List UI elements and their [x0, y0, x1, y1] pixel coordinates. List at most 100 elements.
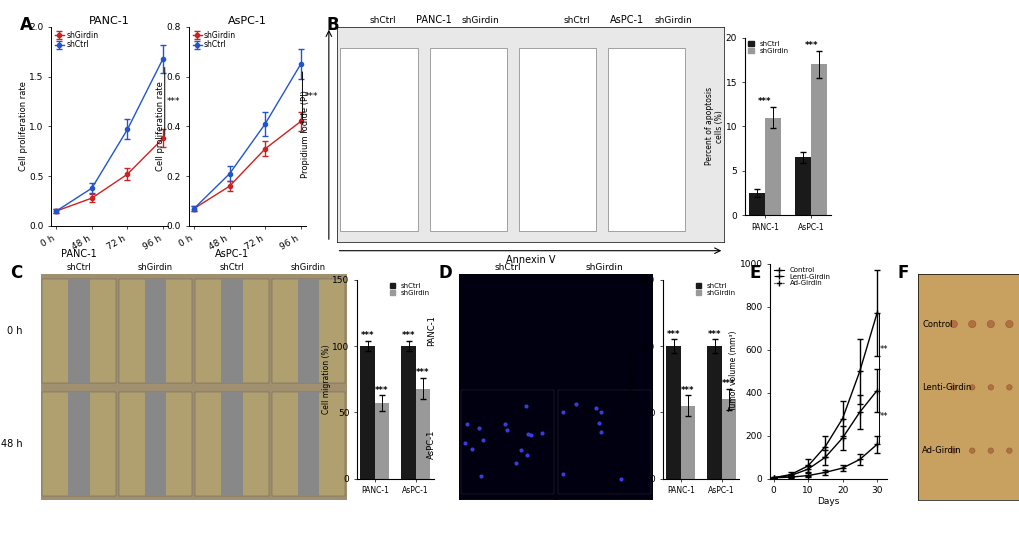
Text: ***: ***	[305, 92, 318, 101]
Text: 0 h: 0 h	[7, 326, 22, 336]
Text: ***: ***	[707, 330, 720, 339]
Text: **: **	[878, 412, 888, 421]
Ellipse shape	[987, 385, 993, 390]
Bar	[360, 346, 374, 479]
Bar	[707, 346, 721, 479]
Ellipse shape	[950, 385, 956, 390]
Ellipse shape	[968, 385, 974, 390]
Ellipse shape	[986, 321, 994, 328]
Text: ***: ***	[681, 386, 694, 394]
FancyBboxPatch shape	[340, 48, 418, 231]
Legend: Control, Lenti-Girdin, Ad-Girdin: Control, Lenti-Girdin, Ad-Girdin	[772, 267, 829, 286]
Bar	[794, 158, 810, 215]
Ellipse shape	[987, 448, 993, 454]
Legend: shCtrl, shGirdin: shCtrl, shGirdin	[747, 41, 788, 54]
Text: shCtrl: shCtrl	[493, 263, 521, 272]
Text: Control: Control	[921, 320, 952, 329]
Bar	[680, 406, 694, 479]
Text: A: A	[20, 16, 34, 34]
Text: ***: ***	[757, 97, 770, 106]
Ellipse shape	[1005, 321, 1012, 328]
Text: shCtrl: shCtrl	[66, 263, 92, 272]
Text: shCtrl: shCtrl	[564, 16, 590, 25]
FancyBboxPatch shape	[145, 279, 166, 383]
Y-axis label: Percent of apoptosis
cells (%): Percent of apoptosis cells (%)	[704, 87, 723, 166]
Text: ***: ***	[361, 331, 374, 340]
Bar	[665, 346, 680, 479]
Bar	[416, 388, 430, 479]
Text: D: D	[438, 264, 451, 281]
FancyBboxPatch shape	[68, 392, 90, 496]
Text: Propidium Iodide (PI): Propidium Iodide (PI)	[301, 90, 310, 179]
Y-axis label: Tumor volume (mm³): Tumor volume (mm³)	[729, 331, 738, 412]
Text: PANC-1: PANC-1	[426, 315, 435, 346]
Text: shGirdin: shGirdin	[138, 263, 173, 272]
Text: Ad-Girdin: Ad-Girdin	[921, 446, 961, 455]
FancyBboxPatch shape	[118, 392, 193, 496]
Text: shGirdin: shGirdin	[290, 263, 326, 272]
Text: ***: ***	[167, 97, 180, 106]
FancyBboxPatch shape	[519, 48, 596, 231]
Text: shGirdin: shGirdin	[654, 16, 692, 25]
Text: B: B	[326, 16, 338, 34]
FancyBboxPatch shape	[68, 279, 90, 383]
X-axis label: Days: Days	[817, 497, 839, 506]
Legend: shGirdin, shCtrl: shGirdin, shCtrl	[193, 31, 235, 49]
Text: ***: ***	[375, 386, 388, 394]
FancyBboxPatch shape	[607, 48, 685, 231]
FancyBboxPatch shape	[118, 279, 193, 383]
Text: shCtrl: shCtrl	[370, 16, 396, 25]
FancyBboxPatch shape	[271, 392, 345, 496]
FancyBboxPatch shape	[429, 48, 506, 231]
FancyBboxPatch shape	[298, 279, 319, 383]
FancyBboxPatch shape	[196, 392, 269, 496]
Text: F: F	[897, 264, 908, 281]
Text: C: C	[10, 264, 22, 281]
Text: ***: ***	[804, 41, 817, 51]
Text: **: **	[878, 345, 888, 354]
FancyBboxPatch shape	[557, 390, 650, 493]
Ellipse shape	[968, 448, 974, 454]
Bar	[764, 117, 781, 215]
FancyBboxPatch shape	[557, 500, 650, 538]
Text: AsPC-1: AsPC-1	[215, 249, 249, 259]
FancyBboxPatch shape	[145, 392, 166, 496]
Ellipse shape	[1006, 385, 1011, 390]
Y-axis label: Cell invasion (%): Cell invasion (%)	[627, 347, 636, 412]
Text: Annexin V: Annexin V	[505, 255, 554, 265]
Ellipse shape	[949, 321, 957, 328]
Text: AsPC-1: AsPC-1	[426, 429, 435, 458]
Text: ***: ***	[416, 369, 429, 377]
Legend: shGirdin, shCtrl: shGirdin, shCtrl	[55, 31, 98, 49]
Bar	[748, 193, 764, 215]
Ellipse shape	[950, 448, 956, 454]
Text: AsPC-1: AsPC-1	[609, 15, 644, 25]
Text: ***: ***	[721, 379, 735, 388]
Bar	[401, 346, 416, 479]
Text: 48 h: 48 h	[1, 439, 22, 449]
FancyBboxPatch shape	[196, 279, 269, 383]
FancyBboxPatch shape	[461, 500, 553, 538]
Ellipse shape	[1006, 448, 1011, 454]
Bar	[374, 403, 388, 479]
Ellipse shape	[968, 321, 975, 328]
Title: PANC-1: PANC-1	[90, 16, 129, 26]
Text: ***: ***	[401, 331, 415, 340]
Legend: shCtrl, shGirdin: shCtrl, shGirdin	[695, 283, 736, 296]
Text: E: E	[749, 264, 760, 281]
Text: shGirdin: shGirdin	[585, 263, 623, 272]
Bar	[810, 64, 826, 215]
FancyBboxPatch shape	[298, 392, 319, 496]
FancyBboxPatch shape	[271, 279, 345, 383]
Y-axis label: Cell migration (%): Cell migration (%)	[321, 344, 330, 414]
Point	[747, 164, 763, 172]
Text: ***: ***	[666, 330, 680, 339]
FancyBboxPatch shape	[461, 390, 553, 493]
Title: AsPC-1: AsPC-1	[227, 16, 267, 26]
FancyBboxPatch shape	[43, 279, 116, 383]
FancyBboxPatch shape	[221, 392, 243, 496]
Text: Lenti-Girdin: Lenti-Girdin	[921, 383, 971, 392]
Legend: shCtrl, shGirdin: shCtrl, shGirdin	[389, 283, 430, 296]
Y-axis label: Cell proliferation rate: Cell proliferation rate	[156, 81, 165, 172]
Text: shGirdin: shGirdin	[461, 16, 498, 25]
